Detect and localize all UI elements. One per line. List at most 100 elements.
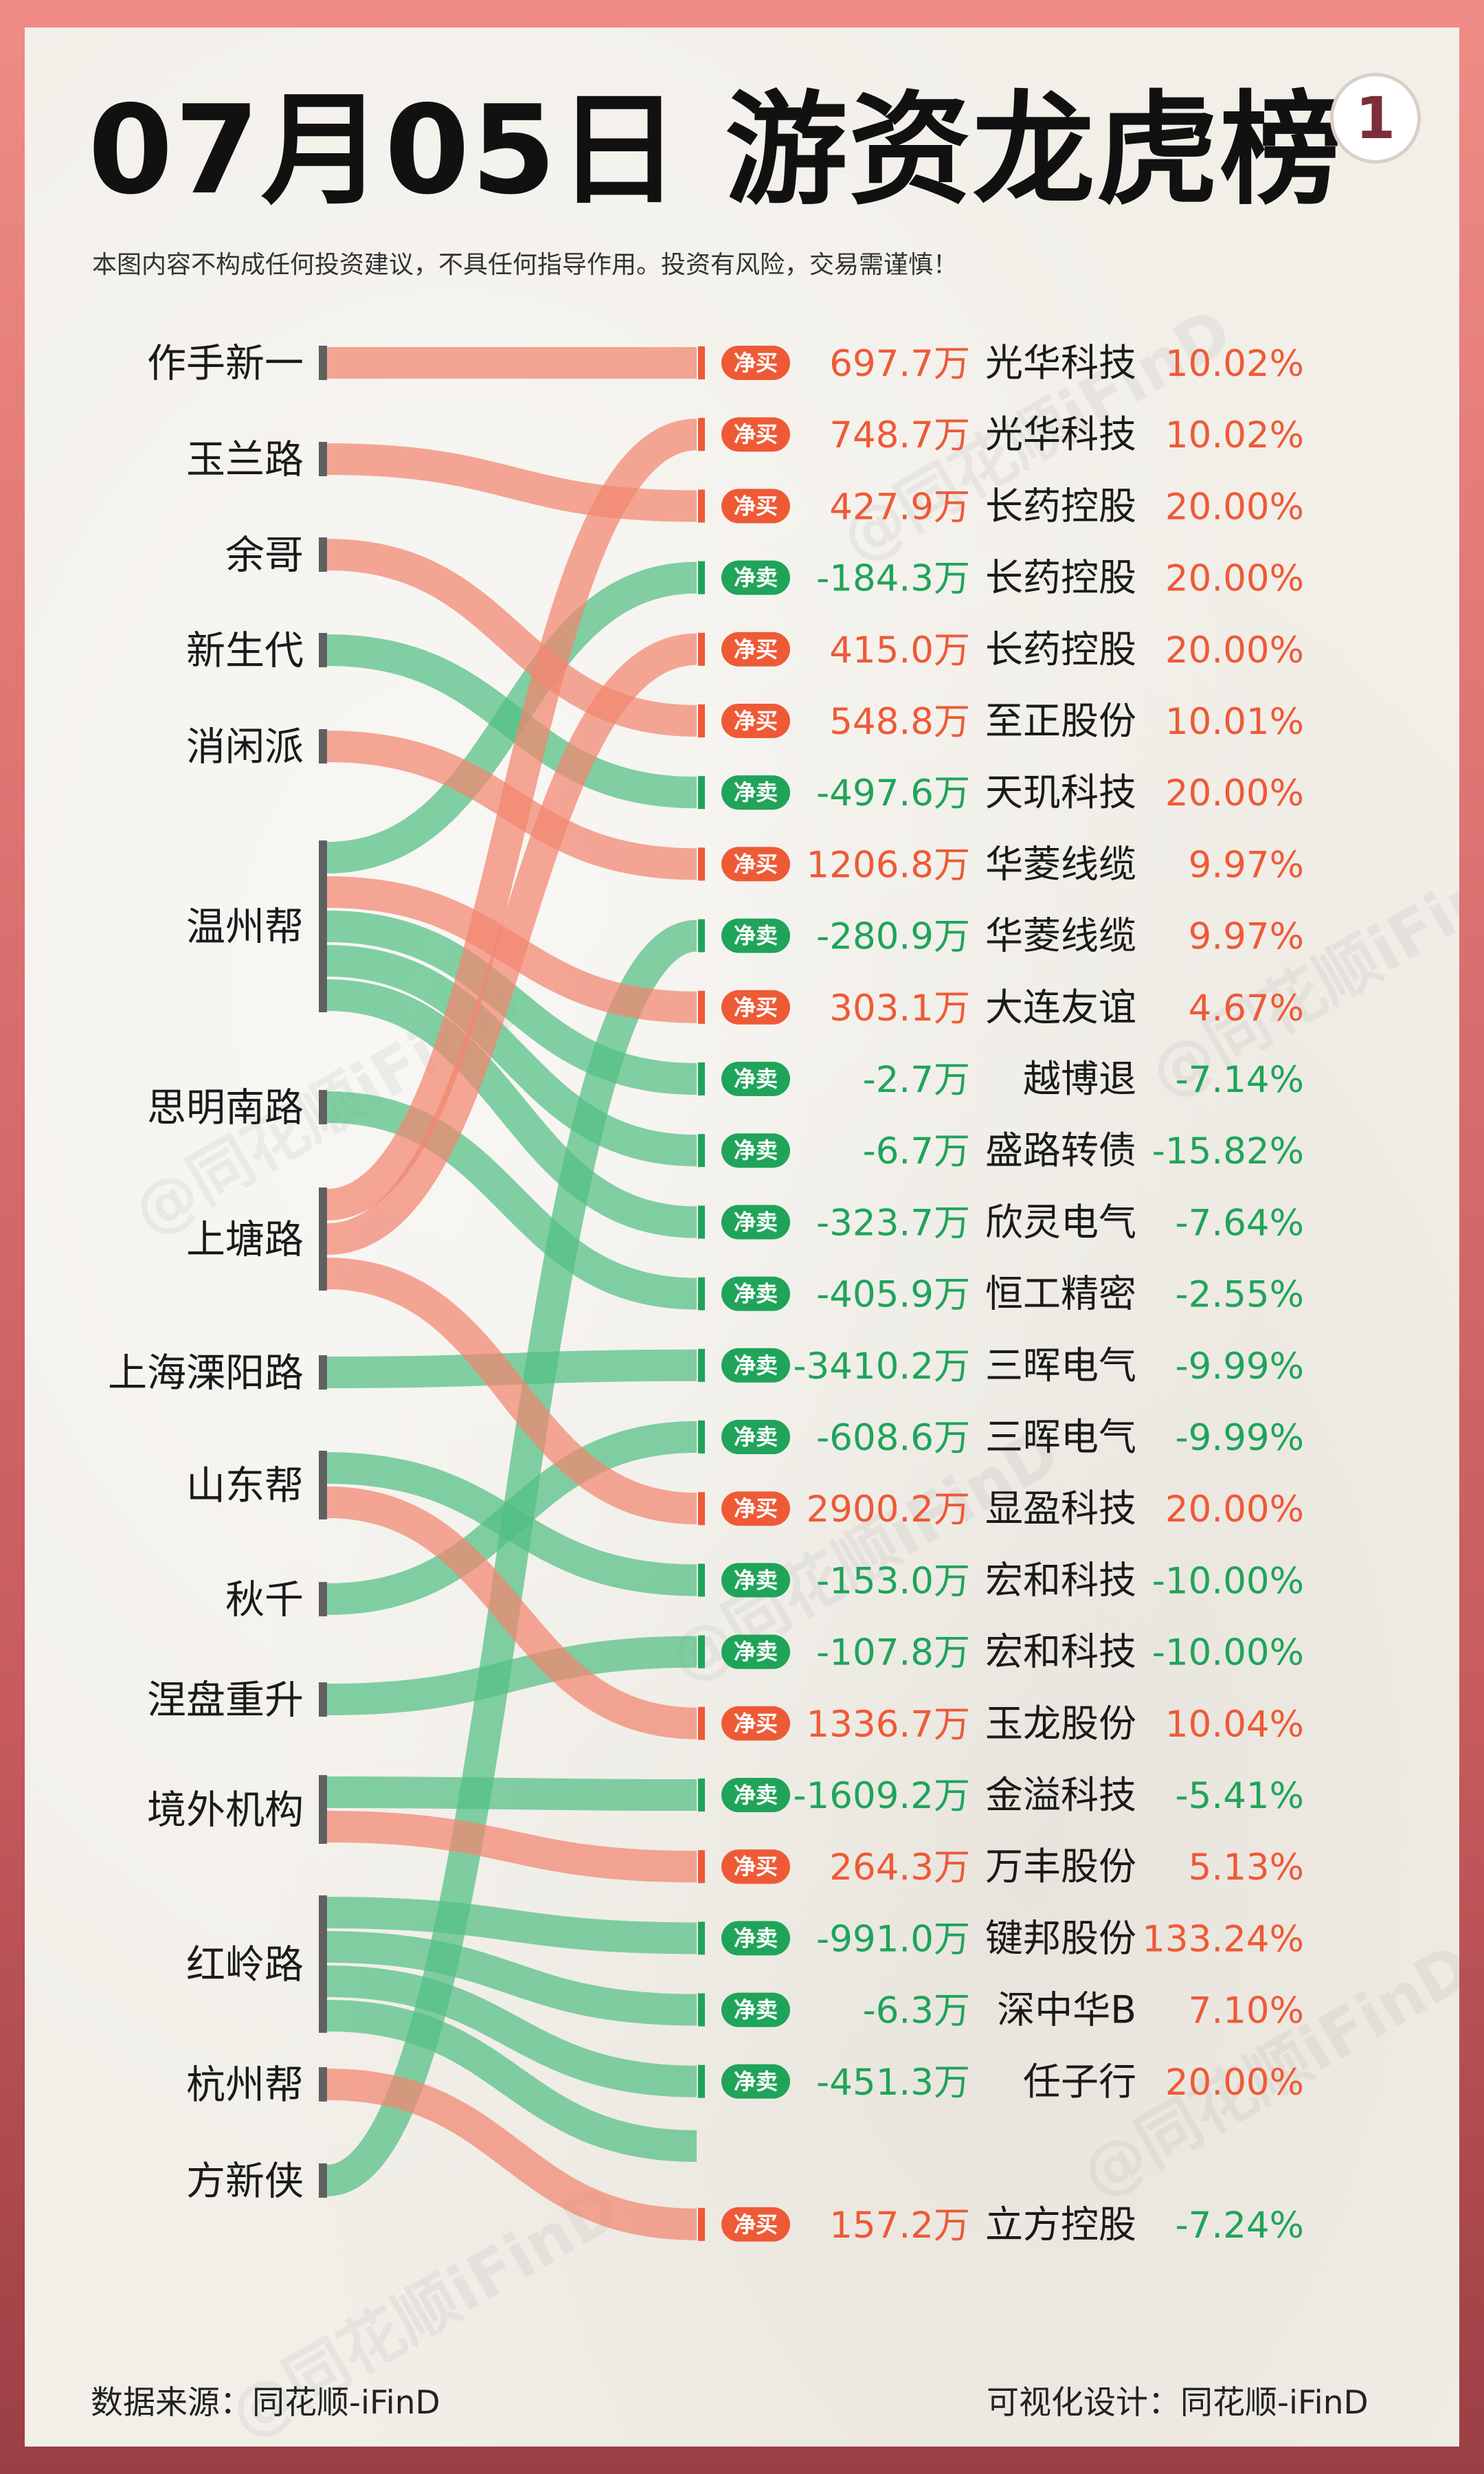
stock-name-label: 宏和科技 [985, 1630, 1136, 1674]
change-pct-label: 20.00% [1165, 2062, 1304, 2104]
change-pct-label: 20.00% [1165, 1489, 1304, 1530]
stock-name-label: 华菱线缆 [985, 842, 1136, 886]
action-label: 净买 [734, 493, 778, 519]
change-pct-label: -9.99% [1176, 1417, 1305, 1459]
target-node-bar [698, 1348, 705, 1382]
flow-link [326, 876, 697, 1023]
change-pct-label: -7.64% [1176, 1202, 1305, 1244]
stock-name-label: 长药控股 [985, 556, 1136, 600]
stock-name-label: 键邦股份 [985, 1916, 1136, 1960]
stock-name-label: 三晖电气 [985, 1344, 1136, 1388]
net-buy-pill [721, 417, 790, 452]
stock-name-label: 盛路转债 [985, 1128, 1136, 1172]
amount-label: 1336.7万 [807, 1704, 970, 1746]
change-pct-label: -2.55% [1176, 1274, 1305, 1316]
change-pct-label: 20.00% [1165, 629, 1304, 671]
action-label: 净买 [734, 350, 778, 376]
change-pct-label: 10.02% [1165, 343, 1304, 385]
flow-link [326, 443, 697, 522]
source-node-bar [319, 1775, 327, 1844]
stock-name-label: 金溢科技 [985, 1773, 1136, 1817]
change-pct-label: -7.24% [1176, 2205, 1305, 2247]
amount-label: 2900.2万 [807, 1489, 970, 1530]
target-node-bar [698, 704, 705, 737]
target-node-bar [698, 776, 705, 810]
stock-name-label: 恒工精密 [985, 1272, 1136, 1316]
action-label: 净卖 [734, 1997, 778, 2023]
target-node-bar [698, 561, 705, 594]
net-sell-pill [721, 1921, 790, 1956]
change-pct-label: -9.99% [1176, 1346, 1305, 1388]
net-buy-pill [721, 346, 790, 380]
action-label: 净买 [734, 1495, 778, 1522]
target-node-bar [698, 919, 705, 952]
net-buy-pill [721, 990, 790, 1025]
flow-link [326, 2000, 697, 2162]
action-label: 净卖 [734, 1352, 778, 1379]
source-node-bar [319, 1682, 327, 1717]
net-buy-pill [721, 1706, 790, 1741]
net-sell-pill [721, 560, 790, 595]
flow-link [326, 1452, 697, 1596]
action-label: 净卖 [734, 1567, 778, 1593]
flow-link [326, 731, 697, 880]
source-node-label: 境外机构 [147, 1787, 304, 1833]
action-label: 净卖 [734, 1639, 778, 1665]
change-pct-label: 4.67% [1189, 988, 1304, 1029]
source-node-bar [319, 729, 327, 764]
flow-layer [325, 346, 699, 2240]
source-node-label: 山东帮 [186, 1463, 304, 1508]
action-label: 净买 [734, 636, 778, 662]
stock-name-label: 万丰股份 [985, 1845, 1136, 1888]
target-node-bar [698, 1779, 705, 1812]
amount-label: -497.6万 [816, 772, 970, 814]
action-label: 净卖 [734, 1424, 778, 1450]
net-sell-pill [721, 2064, 790, 2099]
flow-link [326, 1811, 697, 1883]
footer-data-source: 数据来源：同花顺-iFinD [91, 2384, 440, 2422]
amount-label: -6.3万 [863, 1990, 970, 2032]
change-pct-label: -5.41% [1176, 1775, 1305, 1817]
stock-name-label: 深中华B [997, 1988, 1136, 2032]
source-node-label: 作手新一 [147, 341, 304, 386]
change-pct-label: 10.04% [1165, 1704, 1304, 1746]
source-nodes: 作手新一玉兰路余哥新生代消闲派温州帮思明南路上塘路上海溧阳路山东帮秋千涅盘重升境… [108, 341, 327, 2204]
target-node-bar [698, 418, 705, 452]
flow-link [326, 1965, 697, 2097]
change-pct-label: 9.97% [1189, 916, 1304, 958]
source-node-label: 消闲派 [186, 724, 304, 770]
action-label: 净卖 [734, 1137, 778, 1163]
stock-name-label: 越博退 [1023, 1057, 1136, 1101]
net-buy-pill [721, 489, 790, 524]
amount-label: -405.9万 [816, 1274, 970, 1316]
stock-name-label: 三晖电气 [985, 1415, 1136, 1459]
source-node-bar [319, 442, 327, 476]
action-label: 净买 [734, 421, 778, 447]
source-node-bar [319, 2067, 327, 2102]
target-node-bar [698, 847, 705, 881]
source-node-label: 红岭路 [186, 1942, 304, 1987]
source-node-bar [319, 537, 327, 572]
target-node-bar [698, 1134, 705, 1168]
amount-label: 303.1万 [829, 988, 970, 1029]
amount-label: 1206.8万 [807, 844, 970, 886]
action-label: 净卖 [734, 565, 778, 591]
net-sell-pill [721, 1062, 790, 1096]
page-number-badge: 1 [1330, 73, 1421, 164]
target-rows: 净买 697.7万 光华科技 10.02% 净买 748.7万 光华科技 10.02% 净买 42… [698, 341, 1304, 2247]
amount-label: -184.3万 [816, 558, 970, 600]
source-node-label: 玉兰路 [186, 437, 304, 482]
target-node-bar [698, 1921, 705, 1955]
source-node-bar [319, 1090, 327, 1124]
target-node-bar [698, 1993, 705, 2027]
flow-link [326, 979, 697, 1238]
stock-name-label: 长药控股 [985, 627, 1136, 671]
action-label: 净买 [734, 851, 778, 877]
change-pct-label: -15.82% [1152, 1130, 1304, 1172]
source-node-bar [319, 346, 327, 380]
action-label: 净卖 [734, 1209, 778, 1235]
net-buy-pill [721, 2207, 790, 2242]
amount-label: -323.7万 [816, 1202, 970, 1244]
net-sell-pill [721, 1634, 790, 1669]
net-sell-pill [721, 1205, 790, 1240]
